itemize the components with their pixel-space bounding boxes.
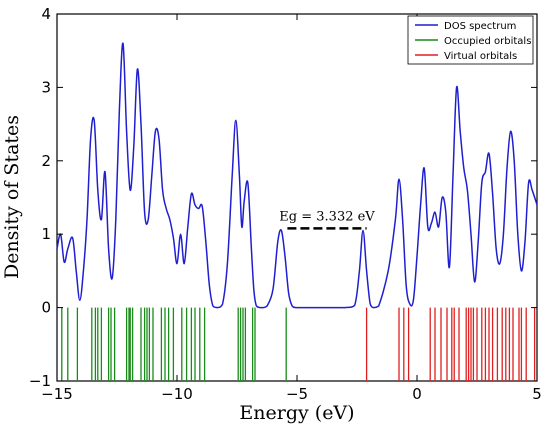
x-tick-label: −10 bbox=[161, 385, 193, 403]
y-tick-label: 1 bbox=[41, 225, 51, 243]
y-tick-label: 2 bbox=[41, 152, 51, 170]
dos-curve bbox=[56, 42, 538, 309]
legend: DOS spectrum Occupied orbitals Virtual o… bbox=[407, 15, 534, 65]
legend-label-occupied: Occupied orbitals bbox=[444, 36, 531, 47]
orbital-sticks bbox=[61, 307, 536, 381]
x-tick-label: −15 bbox=[41, 385, 73, 403]
plot-area: Eg = 3.332 eV bbox=[56, 13, 538, 382]
y-tick-label: 3 bbox=[41, 78, 51, 96]
x-axis-label: Energy (eV) bbox=[239, 402, 354, 424]
gap-annotation: Eg = 3.332 eV bbox=[279, 209, 375, 230]
y-axis-label: Density of States bbox=[1, 115, 23, 279]
x-tick-label: 5 bbox=[532, 385, 542, 403]
y-tick-label: 4 bbox=[41, 5, 51, 23]
x-tick-label: −5 bbox=[286, 385, 308, 403]
y-tick-label: 0 bbox=[41, 299, 51, 317]
x-tick-label: 0 bbox=[412, 385, 422, 403]
gap-label: Eg = 3.332 eV bbox=[279, 209, 375, 224]
dos-spectrum-line bbox=[56, 42, 538, 309]
legend-label-dos: DOS spectrum bbox=[444, 21, 516, 32]
legend-label-virtual: Virtual orbitals bbox=[444, 51, 517, 62]
y-tick-label: −1 bbox=[29, 372, 51, 390]
